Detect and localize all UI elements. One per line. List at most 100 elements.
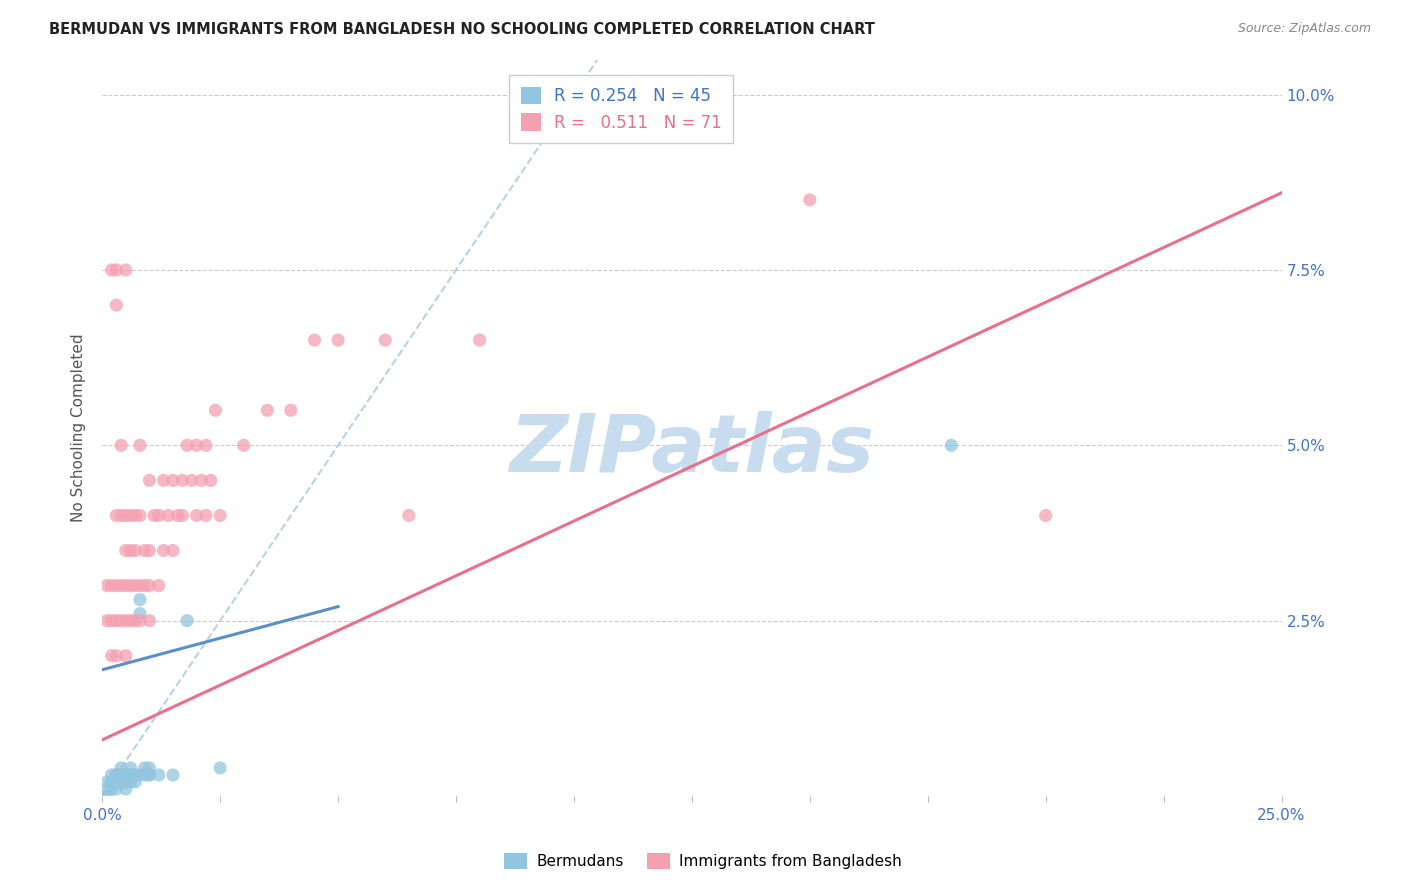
Point xyxy=(114,543,136,558)
Point xyxy=(110,775,132,789)
Point xyxy=(186,438,208,452)
Point xyxy=(110,768,132,782)
Point xyxy=(105,775,128,789)
Point xyxy=(134,578,156,592)
Point xyxy=(100,781,122,796)
Point xyxy=(374,333,396,347)
Point xyxy=(105,263,128,277)
Point xyxy=(280,403,302,417)
Point xyxy=(124,578,146,592)
Point xyxy=(105,298,128,312)
Point xyxy=(124,543,146,558)
Point xyxy=(172,508,194,523)
Point xyxy=(120,578,142,592)
Point xyxy=(209,508,232,523)
Point xyxy=(138,614,160,628)
Point xyxy=(100,768,122,782)
Point xyxy=(100,775,122,789)
Point xyxy=(100,578,122,592)
Point xyxy=(114,614,136,628)
Point xyxy=(114,263,136,277)
Y-axis label: No Schooling Completed: No Schooling Completed xyxy=(72,334,86,522)
Point xyxy=(129,607,152,621)
Point xyxy=(162,543,184,558)
Point xyxy=(96,578,118,592)
Point xyxy=(138,474,160,488)
Point xyxy=(326,333,349,347)
Text: Source: ZipAtlas.com: Source: ZipAtlas.com xyxy=(1237,22,1371,36)
Point xyxy=(124,614,146,628)
Point xyxy=(172,474,194,488)
Point xyxy=(105,775,128,789)
Point xyxy=(138,543,160,558)
Point xyxy=(138,761,160,775)
Point xyxy=(152,543,174,558)
Point xyxy=(105,768,128,782)
Point xyxy=(96,781,118,796)
Point xyxy=(180,474,202,488)
Point xyxy=(143,508,166,523)
Point xyxy=(138,578,160,592)
Point xyxy=(232,438,254,452)
Point xyxy=(120,768,142,782)
Point xyxy=(129,578,152,592)
Point xyxy=(114,775,136,789)
Point xyxy=(124,768,146,782)
Point xyxy=(134,761,156,775)
Point xyxy=(148,578,170,592)
Point xyxy=(166,508,188,523)
Point xyxy=(110,508,132,523)
Point xyxy=(114,648,136,663)
Point xyxy=(129,614,152,628)
Point xyxy=(138,768,160,782)
Point xyxy=(110,761,132,775)
Point xyxy=(120,775,142,789)
Point xyxy=(114,578,136,592)
Point xyxy=(120,543,142,558)
Point xyxy=(162,768,184,782)
Point xyxy=(138,768,160,782)
Legend: R = 0.254   N = 45, R =   0.511   N = 71: R = 0.254 N = 45, R = 0.511 N = 71 xyxy=(509,75,734,144)
Point xyxy=(105,614,128,628)
Point xyxy=(204,403,226,417)
Point xyxy=(120,508,142,523)
Point xyxy=(162,474,184,488)
Point xyxy=(190,474,212,488)
Point xyxy=(129,592,152,607)
Point xyxy=(120,768,142,782)
Point xyxy=(1035,508,1057,523)
Point xyxy=(110,775,132,789)
Point xyxy=(148,508,170,523)
Point xyxy=(96,789,118,803)
Legend: Bermudans, Immigrants from Bangladesh: Bermudans, Immigrants from Bangladesh xyxy=(498,847,908,875)
Point xyxy=(120,614,142,628)
Point xyxy=(105,768,128,782)
Point xyxy=(304,333,326,347)
Point xyxy=(195,438,218,452)
Text: BERMUDAN VS IMMIGRANTS FROM BANGLADESH NO SCHOOLING COMPLETED CORRELATION CHART: BERMUDAN VS IMMIGRANTS FROM BANGLADESH N… xyxy=(49,22,875,37)
Point xyxy=(124,508,146,523)
Point xyxy=(398,508,420,523)
Point xyxy=(110,438,132,452)
Point xyxy=(114,768,136,782)
Point xyxy=(105,781,128,796)
Point xyxy=(105,508,128,523)
Point xyxy=(114,508,136,523)
Point xyxy=(941,438,963,452)
Point xyxy=(114,768,136,782)
Point xyxy=(148,768,170,782)
Point xyxy=(152,474,174,488)
Point xyxy=(256,403,278,417)
Point xyxy=(195,508,218,523)
Point xyxy=(110,614,132,628)
Point xyxy=(134,543,156,558)
Point xyxy=(100,775,122,789)
Point xyxy=(105,648,128,663)
Point xyxy=(100,648,122,663)
Point xyxy=(134,768,156,782)
Point xyxy=(96,775,118,789)
Point xyxy=(176,438,198,452)
Point xyxy=(110,578,132,592)
Point xyxy=(129,768,152,782)
Point xyxy=(200,474,222,488)
